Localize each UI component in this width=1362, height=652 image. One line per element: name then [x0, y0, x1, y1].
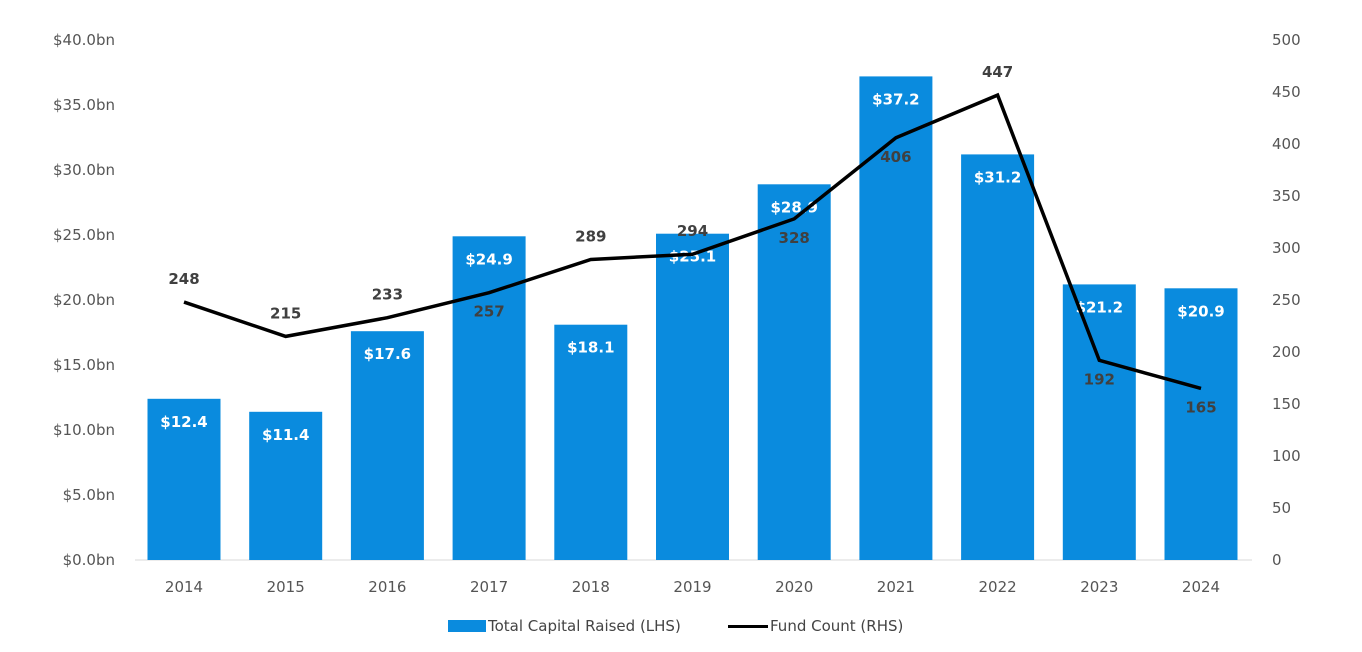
bar-labels: $12.4 $11.4 $17.6 $24.9 $18.1 $25.1 $28.9 $37.2… — [160, 90, 1224, 443]
y-right-tick-label: 100 — [1272, 447, 1301, 465]
y-right-tick-label: 300 — [1272, 239, 1301, 257]
legend-item-fund-count: Fund Count (RHS) — [728, 612, 903, 640]
x-tick-label: 2016 — [368, 578, 406, 596]
bar — [554, 324, 628, 560]
right-axis: 0 50 100 150 200 250 300 350 400 450 500 — [1272, 31, 1301, 569]
x-tick-label: 2024 — [1182, 578, 1220, 596]
legend-label-fund-count: Fund Count (RHS) — [770, 617, 904, 635]
line-value-label: 289 — [575, 227, 606, 245]
x-tick-label: 2019 — [673, 578, 711, 596]
fund-count-line — [183, 92, 1202, 391]
x-tick-label: 2022 — [979, 578, 1017, 596]
line-value-label: 233 — [372, 286, 403, 304]
bar — [147, 398, 221, 560]
y-right-tick-label: 450 — [1272, 83, 1301, 101]
line-value-label: 447 — [982, 63, 1013, 81]
line-value-label: 215 — [270, 304, 301, 322]
y-left-tick-label: $10.0bn — [53, 421, 115, 439]
y-right-tick-label: 400 — [1272, 135, 1301, 153]
line-labels: 248 215 233 257 289 294 328 406 447 192 165 — [168, 63, 1216, 416]
x-axis: 2014 2015 2016 2017 2018 2019 2020 2021 2022 2023… — [135, 559, 1252, 596]
legend-item-capital: Total Capital Raised (LHS) — [448, 612, 681, 640]
bar-value-label: $24.9 — [465, 250, 512, 268]
y-right-tick-label: 0 — [1272, 551, 1282, 569]
bar — [452, 236, 526, 561]
x-tick-label: 2020 — [775, 578, 813, 596]
line-value-label: 257 — [473, 303, 504, 321]
line-value-label: 294 — [677, 222, 708, 240]
bar-value-label: $25.1 — [669, 248, 716, 266]
bar — [1062, 284, 1136, 560]
y-left-tick-label: $30.0bn — [53, 161, 115, 179]
bar-value-label: $11.4 — [262, 426, 309, 444]
bar-value-label: $18.1 — [567, 339, 614, 357]
bar-value-label: $17.6 — [364, 345, 411, 363]
line-value-label: 192 — [1084, 370, 1115, 388]
y-left-tick-label: $35.0bn — [53, 96, 115, 114]
y-left-tick-label: $25.0bn — [53, 226, 115, 244]
y-right-tick-label: 200 — [1272, 343, 1301, 361]
bar-value-label: $31.2 — [974, 168, 1021, 186]
bar-value-label: $37.2 — [872, 90, 919, 108]
y-right-tick-label: 350 — [1272, 187, 1301, 205]
bar — [1164, 288, 1238, 560]
y-left-tick-label: $15.0bn — [53, 356, 115, 374]
bar-value-label: $28.9 — [770, 198, 817, 216]
y-right-tick-label: 250 — [1272, 291, 1301, 309]
legend-label-capital: Total Capital Raised (LHS) — [488, 617, 681, 635]
line-value-label: 406 — [880, 148, 911, 166]
x-tick-label: 2018 — [572, 578, 610, 596]
bar — [656, 233, 729, 560]
combo-chart: $0.0bn $5.0bn $10.0bn $15.0bn $20.0bn $25.0bn… — [53, 31, 1301, 596]
line-value-label: 248 — [168, 270, 199, 288]
bar — [757, 184, 831, 561]
y-left-tick-label: $20.0bn — [53, 291, 115, 309]
y-left-tick-label: $40.0bn — [53, 31, 115, 49]
y-left-tick-label: $0.0bn — [63, 551, 115, 569]
bar-value-label: $20.9 — [1177, 302, 1224, 320]
line-value-label: 165 — [1185, 398, 1216, 416]
legend-line-swatch — [728, 624, 768, 628]
x-tick-label: 2015 — [267, 578, 305, 596]
bar-value-label: $12.4 — [160, 413, 207, 431]
y-right-tick-label: 50 — [1272, 499, 1291, 517]
bar — [961, 154, 1035, 560]
x-tick-label: 2021 — [877, 578, 915, 596]
x-tick-label: 2017 — [470, 578, 508, 596]
x-tick-label: 2014 — [165, 578, 203, 596]
bar — [350, 331, 424, 560]
left-axis: $0.0bn $5.0bn $10.0bn $15.0bn $20.0bn $25.0bn… — [53, 31, 115, 569]
bar-value-label: $21.2 — [1076, 298, 1123, 316]
bar — [249, 411, 323, 560]
y-left-tick-label: $5.0bn — [63, 486, 115, 504]
legend-bar-swatch — [448, 620, 486, 632]
line-series — [183, 92, 1202, 391]
bar-series — [147, 76, 1238, 561]
y-right-tick-label: 150 — [1272, 395, 1301, 413]
line-value-label: 328 — [779, 229, 810, 247]
x-tick-label: 2023 — [1080, 578, 1118, 596]
y-right-tick-label: 500 — [1272, 31, 1301, 49]
legend: Total Capital Raised (LHS) Fund Count (R… — [0, 612, 1362, 642]
